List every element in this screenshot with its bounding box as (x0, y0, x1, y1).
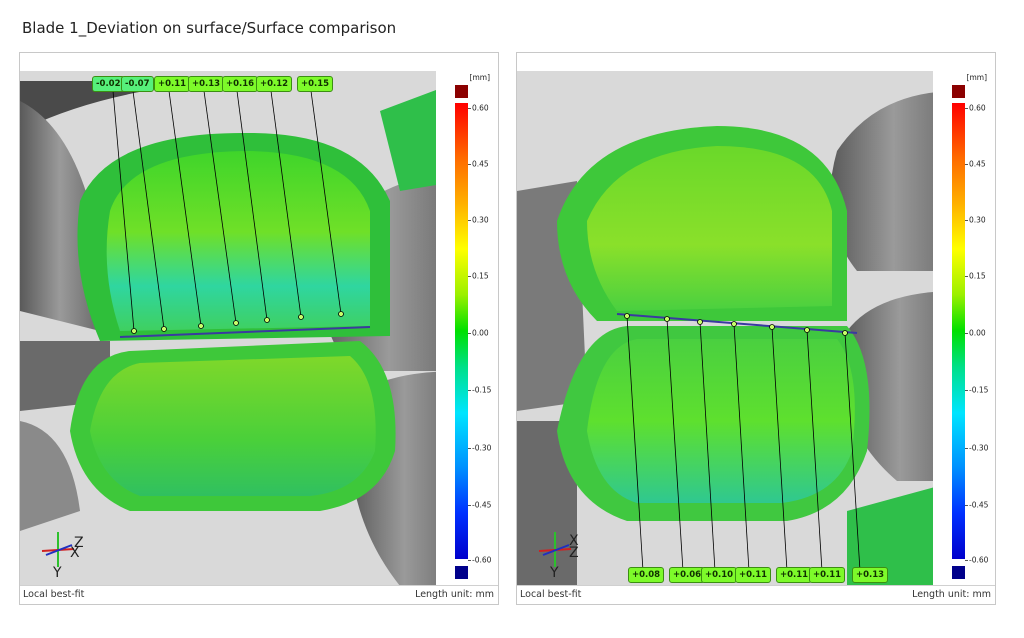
scale-gradient-bar (455, 103, 468, 559)
scale-tick: 0.00 (472, 328, 489, 338)
left-leader-lines (112, 90, 344, 334)
deviation-label[interactable]: +0.06 (669, 567, 706, 583)
deviation-label[interactable]: +0.10 (701, 567, 738, 583)
deviation-label[interactable]: +0.16 (222, 76, 259, 92)
page-title: Blade 1_Deviation on surface/Surface com… (22, 19, 397, 37)
scale-tick: -0.45 (969, 500, 989, 510)
scale-tick: -0.60 (969, 555, 989, 565)
left-view-panel[interactable]: -0.02 -0.07 +0.11 +0.13 +0.16 +0.12 +0.1… (19, 52, 499, 605)
axis-x-label: X (569, 533, 579, 549)
right-3d-render (517, 71, 995, 586)
axis-triad: Z X Y (40, 527, 90, 582)
color-scale: [mm] 0.60 0.45 0.30 0.15 0.00 -0.15 -0.3… (436, 71, 498, 586)
deviation-label[interactable]: +0.12 (256, 76, 293, 92)
deviation-label[interactable]: +0.13 (852, 567, 889, 583)
deviation-label[interactable]: +0.08 (628, 567, 665, 583)
right-view-panel[interactable]: +0.08 +0.06 +0.10 +0.11 +0.11 +0.11 +0.1… (516, 52, 996, 605)
deviation-label[interactable]: +0.15 (297, 76, 334, 92)
alignment-mode: Local best-fit (23, 589, 85, 600)
axis-triad: X Z Y (537, 527, 587, 582)
scale-tick: -0.45 (472, 500, 492, 510)
deviation-label[interactable]: +0.13 (188, 76, 225, 92)
scale-tick: 0.30 (472, 215, 489, 225)
scale-tick: -0.60 (472, 555, 492, 565)
axis-y-label: Y (53, 565, 62, 581)
color-scale: [mm] 0.60 0.45 0.30 0.15 0.00 -0.15 -0.3… (933, 71, 995, 586)
deviation-label[interactable]: +0.11 (735, 567, 772, 583)
axis-triad-icon (41, 532, 75, 567)
axis-triad-icon (538, 532, 572, 567)
length-unit: Length unit: mm (415, 589, 494, 600)
scale-tick: 0.45 (472, 159, 489, 169)
scale-under-swatch (952, 566, 965, 579)
scale-unit: [mm] (469, 73, 490, 82)
scale-tick: 0.60 (969, 103, 986, 113)
deviation-label[interactable]: +0.11 (154, 76, 191, 92)
scale-under-swatch (455, 566, 468, 579)
length-unit: Length unit: mm (912, 589, 991, 600)
scale-over-swatch (952, 85, 965, 98)
scale-tick: 0.15 (969, 271, 986, 281)
scale-tick: -0.15 (472, 385, 492, 395)
axis-z-label: Z (569, 545, 579, 561)
panel-footer: Local best-fit Length unit: mm (517, 585, 995, 604)
deviation-label[interactable]: -0.02 (92, 76, 125, 92)
alignment-mode: Local best-fit (520, 589, 582, 600)
right-leader-lines (624, 313, 861, 572)
scale-tick: -0.30 (969, 443, 989, 453)
scale-tick: 0.45 (969, 159, 986, 169)
deviation-label[interactable]: +0.11 (776, 567, 813, 583)
scale-tick: 0.30 (969, 215, 986, 225)
deviation-label[interactable]: -0.07 (121, 76, 154, 92)
scale-tick: 0.15 (472, 271, 489, 281)
panel-footer: Local best-fit Length unit: mm (20, 585, 498, 604)
scale-over-swatch (455, 85, 468, 98)
right-3d-viewport[interactable]: +0.08 +0.06 +0.10 +0.11 +0.11 +0.11 +0.1… (517, 71, 995, 586)
deviation-label[interactable]: +0.11 (809, 567, 846, 583)
axis-z-label: Z (74, 535, 84, 551)
axis-x-label: X (70, 545, 80, 561)
scale-tick: 0.60 (472, 103, 489, 113)
scale-tick: 0.00 (969, 328, 986, 338)
scale-tick: -0.15 (969, 385, 989, 395)
scale-gradient-bar (952, 103, 965, 559)
scale-unit: [mm] (966, 73, 987, 82)
scale-tick: -0.30 (472, 443, 492, 453)
left-3d-viewport[interactable]: -0.02 -0.07 +0.11 +0.13 +0.16 +0.12 +0.1… (20, 71, 498, 586)
axis-y-label: Y (550, 565, 559, 581)
